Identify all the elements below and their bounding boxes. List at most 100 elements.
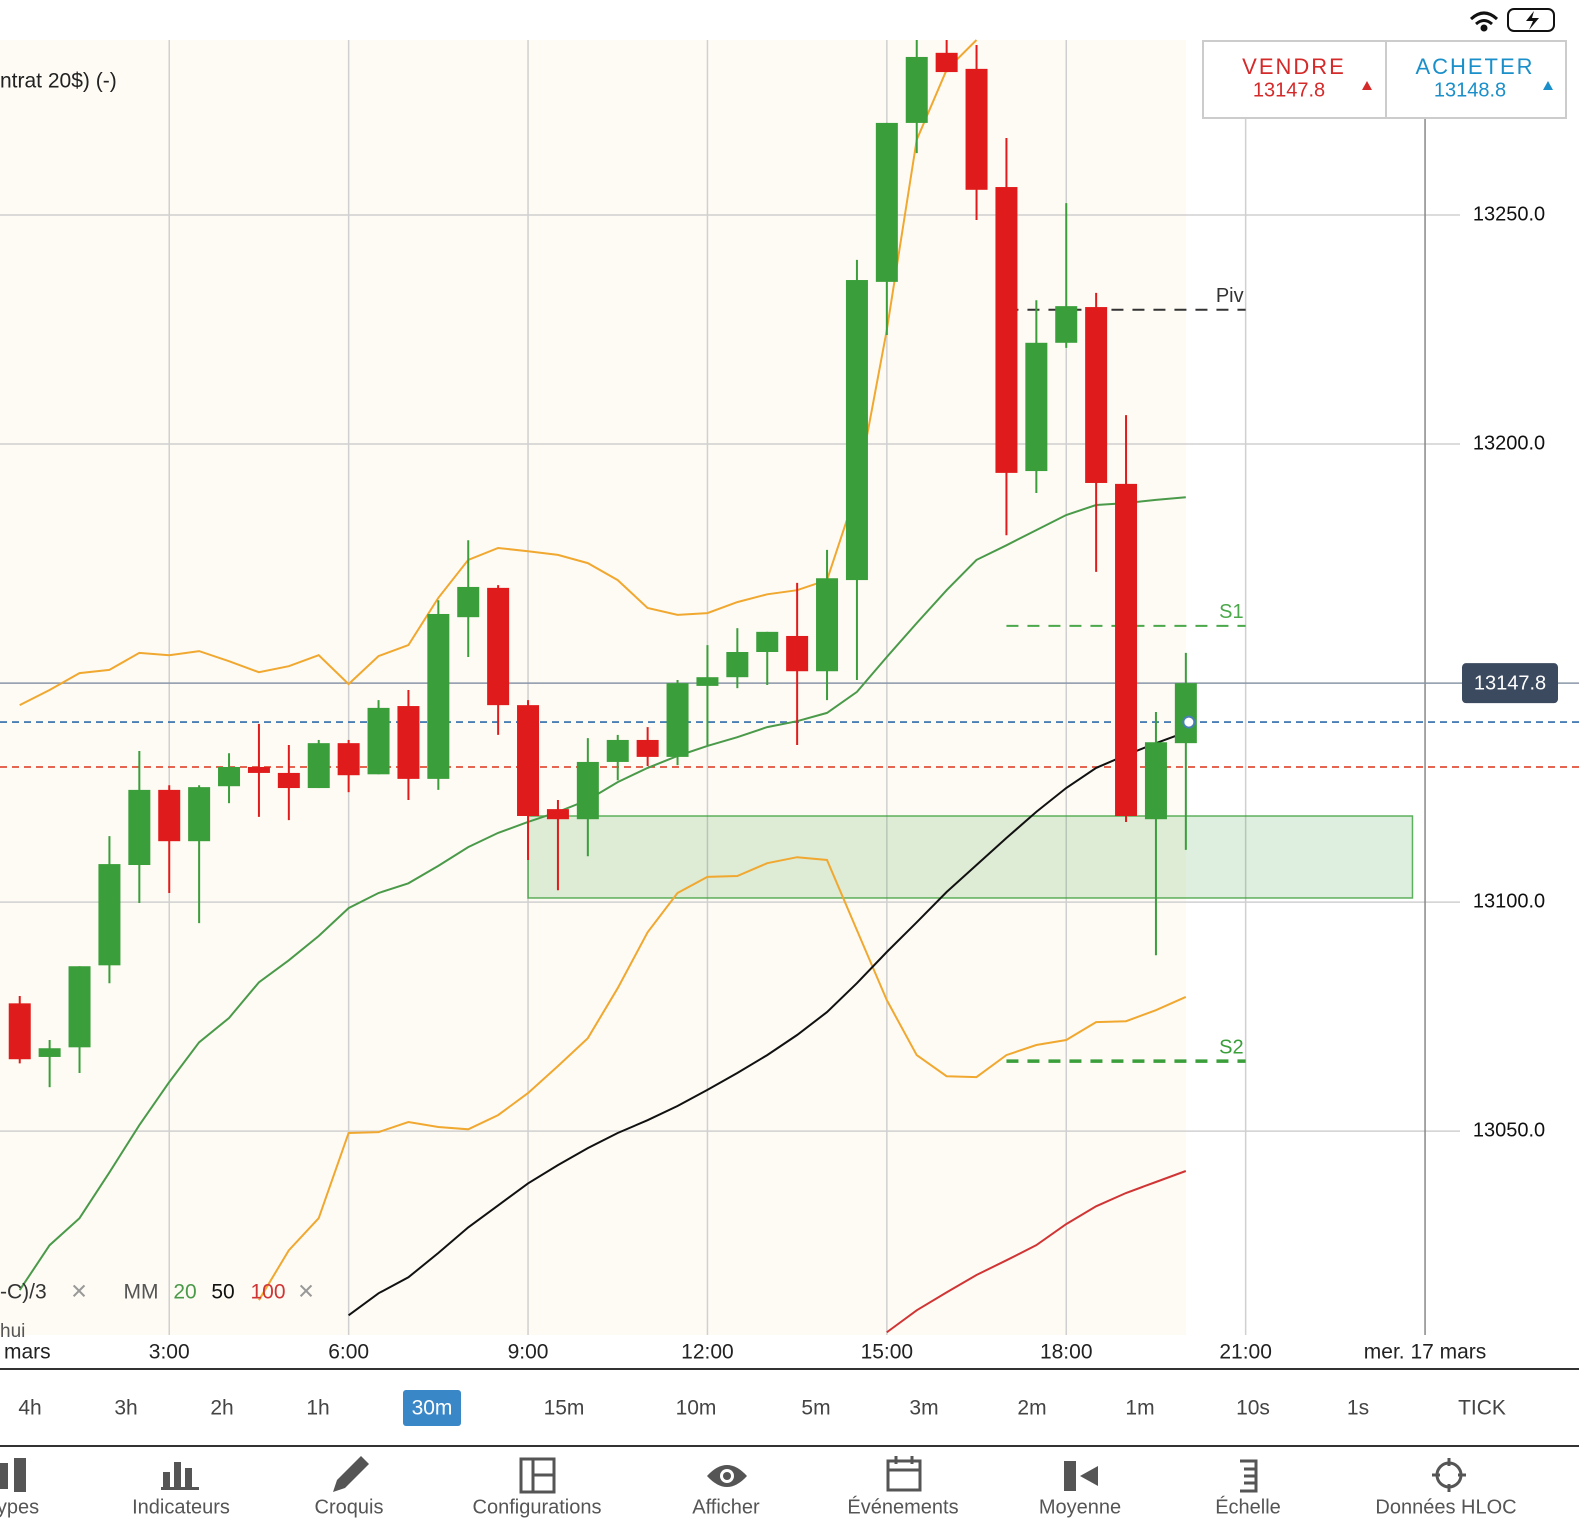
timeframe-option[interactable]: TICK bbox=[1458, 1397, 1506, 1420]
chart-title: ntrat 20$) (-) bbox=[0, 70, 117, 93]
y-tick-label: 13100.0 bbox=[1473, 890, 1545, 912]
candle-body bbox=[875, 122, 898, 282]
candle-body bbox=[606, 739, 629, 762]
candle-body bbox=[158, 789, 181, 842]
scale-icon bbox=[1240, 1459, 1258, 1493]
status-icons bbox=[1469, 8, 1555, 32]
indicators-icon bbox=[161, 1462, 199, 1490]
candle-body bbox=[636, 739, 659, 757]
buy-button[interactable]: ACHETER 13148.8 bbox=[1415, 54, 1553, 101]
toolbar-button[interactable]: ypes bbox=[0, 1496, 39, 1518]
toolbar-button[interactable]: Indicateurs bbox=[132, 1496, 230, 1518]
candle-body bbox=[218, 766, 241, 787]
legend-item: hui bbox=[0, 1321, 25, 1342]
x-tick-label: 3:00 bbox=[149, 1341, 190, 1364]
sell-arrow bbox=[1362, 81, 1372, 90]
timeframe-option[interactable]: 30m bbox=[412, 1397, 453, 1420]
timeframe-option[interactable]: 2h bbox=[210, 1397, 233, 1420]
events-icon bbox=[886, 1456, 922, 1492]
y-tick-label: 13200.0 bbox=[1473, 432, 1545, 454]
candle-body bbox=[38, 1048, 61, 1057]
x-tick-label: 15:00 bbox=[861, 1341, 914, 1364]
timeframe-option[interactable]: 3m bbox=[909, 1397, 938, 1420]
timeframe-option[interactable]: 1s bbox=[1347, 1397, 1369, 1420]
timeframe-option[interactable]: 1m bbox=[1125, 1397, 1154, 1420]
candle-body bbox=[786, 635, 809, 672]
buy-arrow bbox=[1543, 81, 1553, 90]
legend-close[interactable]: ✕ bbox=[70, 1281, 88, 1304]
timeframe-bar: 4h 3h 2h 1h 30m 15m 10m 5m 3m 2m 1m 10s 1s TICK bbox=[18, 1390, 1506, 1426]
legend-ma: 50 bbox=[211, 1281, 234, 1304]
candle-body bbox=[1085, 307, 1108, 483]
legend-ma: 100 bbox=[250, 1281, 285, 1304]
candle-body bbox=[756, 631, 779, 652]
candle-body bbox=[845, 280, 868, 581]
toolbar-button[interactable]: Échelle bbox=[1215, 1495, 1281, 1518]
pivot-label: Piv bbox=[1216, 285, 1244, 307]
toolbar-button[interactable]: Moyenne bbox=[1039, 1496, 1121, 1518]
timeframe-selected[interactable] bbox=[403, 1390, 461, 1426]
x-tick-label: mer. 17 mars bbox=[1364, 1341, 1487, 1364]
charge-bolt bbox=[1526, 11, 1539, 30]
candle-body bbox=[367, 707, 390, 775]
x-tick-label: 12:00 bbox=[681, 1341, 734, 1364]
legend: -C)/3 ✕ MM 20 50 100 ✕ bbox=[0, 1281, 315, 1304]
pivot-label: S1 bbox=[1219, 601, 1243, 623]
timeframe-option[interactable]: 3h bbox=[114, 1397, 137, 1420]
buy-label[interactable]: ACHETER bbox=[1415, 54, 1534, 79]
average-icon bbox=[1064, 1461, 1098, 1491]
sell-price[interactable]: 13147.8 bbox=[1253, 79, 1325, 101]
toolbar-button[interactable]: Croquis bbox=[315, 1496, 384, 1518]
candle-body bbox=[517, 705, 540, 816]
buy-price[interactable]: 13148.8 bbox=[1434, 79, 1506, 101]
timeframe-option[interactable]: 10s bbox=[1236, 1397, 1270, 1420]
price-marker bbox=[1182, 715, 1196, 729]
timeframe-option[interactable]: 4h bbox=[18, 1397, 41, 1420]
legend-close[interactable]: ✕ bbox=[297, 1281, 315, 1304]
candle-body bbox=[68, 966, 91, 1048]
candle-body bbox=[576, 761, 599, 820]
timeframe-option[interactable]: 5m bbox=[801, 1397, 830, 1420]
types-icon bbox=[0, 1458, 26, 1492]
candle-body bbox=[546, 809, 569, 820]
toolbar-button[interactable]: Données HLOC bbox=[1375, 1496, 1516, 1518]
indicator-line bbox=[18, 496, 1186, 1291]
candle-body bbox=[98, 864, 121, 966]
legend-item: -C)/3 bbox=[0, 1281, 47, 1304]
timeframe-option[interactable]: 10m bbox=[676, 1397, 717, 1420]
candle-body bbox=[1055, 306, 1078, 343]
candle-body bbox=[337, 743, 360, 776]
x-tick-label: 21:00 bbox=[1219, 1341, 1272, 1364]
toolbar-button[interactable]: Événements bbox=[847, 1495, 958, 1518]
candle-body bbox=[307, 743, 330, 789]
timeframe-option[interactable]: 2m bbox=[1017, 1397, 1046, 1420]
x-date-label: mars bbox=[4, 1341, 51, 1364]
trade-box bbox=[1202, 40, 1567, 119]
candle-body bbox=[188, 787, 211, 842]
x-tick-label: 6:00 bbox=[328, 1341, 369, 1364]
sell-button[interactable]: VENDRE 13147.8 bbox=[1242, 54, 1372, 101]
legend-item: MM bbox=[124, 1281, 159, 1304]
candle-body bbox=[1115, 483, 1138, 816]
candle-body bbox=[397, 706, 420, 779]
candle-body bbox=[696, 677, 719, 686]
timeframe-option[interactable]: 1h bbox=[306, 1397, 329, 1420]
candle-body bbox=[1144, 742, 1167, 820]
view-icon bbox=[707, 1465, 747, 1487]
toolbar-icons bbox=[0, 1456, 1466, 1494]
y-tick-label: 13250.0 bbox=[1473, 203, 1545, 225]
candle-body bbox=[666, 683, 689, 757]
candle-body bbox=[487, 587, 510, 706]
toolbar-button[interactable]: Afficher bbox=[692, 1496, 760, 1518]
candle-body bbox=[1025, 342, 1048, 472]
pivot-label: S2 bbox=[1219, 1036, 1243, 1058]
x-tick-label: 18:00 bbox=[1040, 1341, 1093, 1364]
toolbar-button[interactable]: Configurations bbox=[473, 1496, 602, 1518]
candle-body bbox=[128, 789, 151, 866]
sell-label[interactable]: VENDRE bbox=[1242, 54, 1346, 79]
candle-body bbox=[995, 187, 1018, 473]
indicator-line bbox=[348, 731, 1187, 1317]
timeframe-option[interactable]: 15m bbox=[544, 1397, 585, 1420]
toolbar: ypes Indicateurs Croquis Configurations Affi… bbox=[0, 1495, 1517, 1518]
